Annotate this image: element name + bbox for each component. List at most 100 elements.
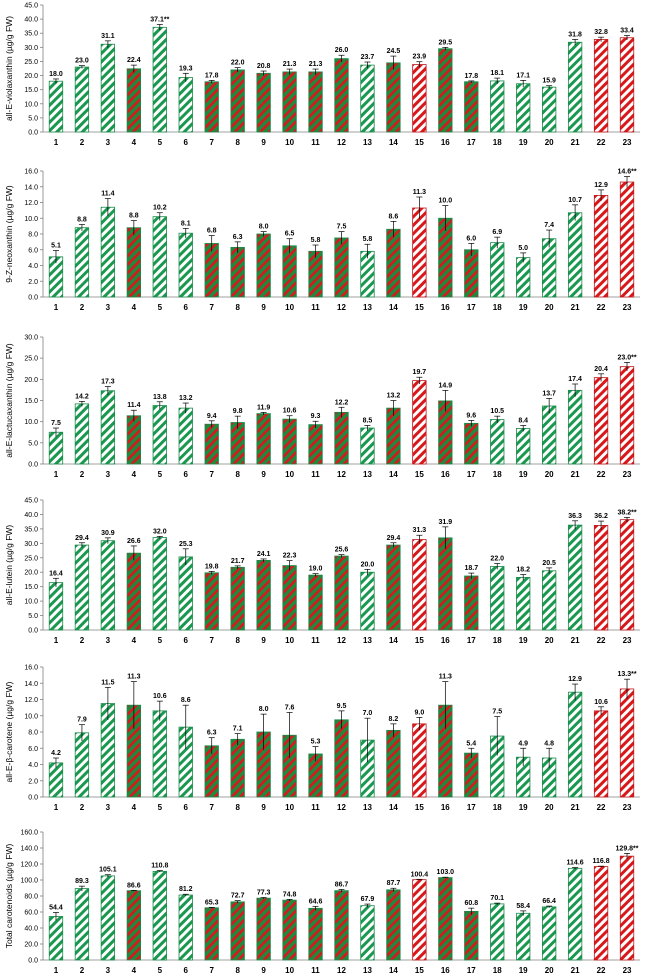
data-label: 13.2 bbox=[179, 395, 193, 402]
x-tick-label: 7 bbox=[209, 803, 214, 812]
bar-9 bbox=[256, 897, 271, 961]
x-tick-label: 9 bbox=[261, 966, 266, 975]
x-tick-label: 2 bbox=[80, 803, 85, 812]
data-label: 17.8 bbox=[464, 73, 478, 80]
data-label: 114.6 bbox=[567, 860, 584, 867]
x-tick-label: 13 bbox=[363, 966, 372, 975]
data-label: 110.8 bbox=[151, 863, 168, 870]
x-tick-label: 10 bbox=[285, 138, 294, 147]
x-tick-label: 8 bbox=[235, 966, 240, 975]
x-tick-label: 11 bbox=[311, 470, 320, 479]
data-label: 9.0 bbox=[415, 709, 425, 716]
bar-19 bbox=[516, 912, 531, 961]
x-tick-label: 6 bbox=[184, 803, 189, 812]
y-tick-label: 45.0 bbox=[24, 3, 38, 10]
bar-17 bbox=[464, 910, 479, 961]
y-axis-label: all-E-lactucaxanthin (µg/g FW) bbox=[4, 343, 14, 458]
x-tick-label: 5 bbox=[158, 138, 163, 147]
bar-22 bbox=[593, 525, 609, 631]
data-label: 7.9 bbox=[77, 717, 87, 724]
data-label: 58.4 bbox=[516, 903, 530, 910]
y-tick-label: 14.0 bbox=[24, 681, 38, 688]
data-label: 72.7 bbox=[231, 893, 245, 900]
data-label: 81.2 bbox=[179, 886, 193, 893]
data-label: 9.8 bbox=[233, 408, 243, 415]
bar-14 bbox=[386, 544, 401, 631]
data-label: 11.3 bbox=[127, 674, 140, 681]
bar-20 bbox=[542, 906, 557, 961]
bar-21 bbox=[567, 212, 583, 298]
data-label: 10.6 bbox=[153, 693, 167, 700]
data-label: 8.6 bbox=[389, 213, 399, 220]
x-tick-label: 21 bbox=[571, 470, 580, 479]
data-label: 11.4 bbox=[101, 191, 114, 198]
x-tick-label: 12 bbox=[337, 470, 346, 479]
data-label: 8.0 bbox=[259, 224, 269, 231]
data-label: 8.8 bbox=[77, 217, 87, 224]
x-tick-label: 21 bbox=[571, 636, 580, 645]
data-label: 86.7 bbox=[335, 881, 349, 888]
data-label: 7.1 bbox=[233, 726, 243, 733]
data-label: 21.3 bbox=[283, 61, 297, 68]
bar-3 bbox=[100, 390, 116, 465]
x-tick-label: 7 bbox=[209, 966, 214, 975]
data-label: 36.2 bbox=[594, 513, 608, 520]
data-label: 17.8 bbox=[205, 72, 219, 79]
y-tick-label: 35.0 bbox=[24, 31, 38, 38]
bar-23 bbox=[619, 688, 635, 798]
data-label: 32.0 bbox=[153, 528, 167, 535]
y-tick-label: 0.0 bbox=[28, 462, 38, 469]
data-label: 60.8 bbox=[464, 900, 478, 907]
x-tick-label: 16 bbox=[441, 966, 450, 975]
y-tick-label: 5.0 bbox=[28, 440, 38, 447]
data-label: 67.9 bbox=[361, 896, 375, 903]
y-axis-label: all-E-violaxanthin (µg/g FW) bbox=[4, 16, 14, 121]
y-tick-label: 40.0 bbox=[24, 926, 38, 933]
y-tick-label: 40.0 bbox=[24, 17, 38, 24]
x-tick-label: 2 bbox=[80, 138, 85, 147]
y-tick-label: 20.0 bbox=[24, 73, 38, 80]
bar-2 bbox=[74, 544, 90, 631]
data-label: 18.1 bbox=[490, 70, 504, 77]
bar-10 bbox=[282, 245, 297, 298]
x-tick-label: 23 bbox=[623, 636, 632, 645]
y-tick-label: 6.0 bbox=[28, 746, 38, 753]
data-label: 37.1** bbox=[150, 16, 169, 23]
x-tick-label: 15 bbox=[415, 470, 424, 479]
x-tick-label: 8 bbox=[235, 303, 240, 312]
data-label: 5.1 bbox=[51, 243, 61, 250]
bar-23 bbox=[619, 366, 635, 465]
x-tick-label: 12 bbox=[337, 966, 346, 975]
data-label: 7.6 bbox=[285, 705, 295, 712]
x-tick-label: 15 bbox=[415, 966, 424, 975]
data-label: 17.4 bbox=[568, 376, 582, 383]
data-label: 21.7 bbox=[231, 558, 245, 565]
data-label: 7.5 bbox=[492, 709, 502, 716]
data-label: 14.2 bbox=[75, 393, 89, 400]
bar-15 bbox=[412, 723, 427, 798]
bar-1 bbox=[48, 80, 64, 133]
x-tick-label: 9 bbox=[261, 303, 266, 312]
data-label: 29.4 bbox=[75, 535, 89, 542]
x-tick-label: 12 bbox=[337, 138, 346, 147]
y-tick-label: 25.0 bbox=[24, 59, 38, 66]
data-label: 23.7 bbox=[361, 54, 375, 61]
bar-23 bbox=[619, 519, 635, 631]
x-tick-label: 17 bbox=[467, 803, 476, 812]
data-label: 30.9 bbox=[101, 530, 115, 537]
bar-9 bbox=[256, 72, 271, 133]
y-tick-label: 12.0 bbox=[24, 200, 38, 207]
bar-2 bbox=[74, 403, 90, 465]
x-tick-label: 23 bbox=[623, 303, 632, 312]
data-label: 24.5 bbox=[387, 48, 401, 55]
bar-5 bbox=[152, 405, 167, 465]
y-tick-label: 0.0 bbox=[28, 295, 38, 302]
data-label: 10.2 bbox=[153, 205, 167, 212]
y-tick-label: 30.0 bbox=[24, 541, 38, 548]
x-tick-label: 8 bbox=[235, 636, 240, 645]
y-tick-label: 15.0 bbox=[24, 87, 38, 94]
data-label: 6.0 bbox=[466, 235, 476, 242]
bar-4 bbox=[126, 227, 141, 298]
data-label: 20.0 bbox=[361, 561, 375, 568]
data-label: 9.6 bbox=[466, 412, 476, 419]
